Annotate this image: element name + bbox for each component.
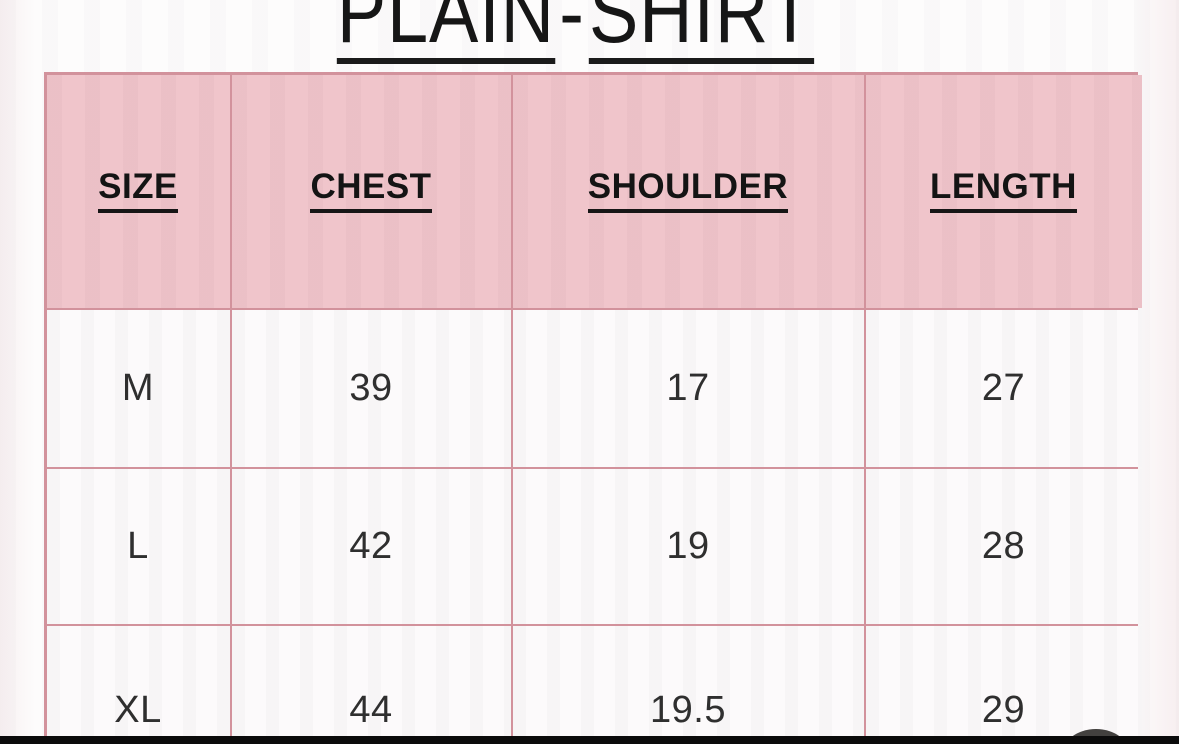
cell-value: 39 <box>349 366 393 409</box>
cell-value: 19.5 <box>650 689 726 731</box>
table-row-l-length: 28 <box>865 468 1142 624</box>
table-row-l-size: L <box>46 468 230 624</box>
title-hyphen: - <box>559 0 585 61</box>
page-title-text: PLAIN-SHIRT <box>336 0 815 64</box>
cell-value: XL <box>114 689 162 731</box>
header-cell-size: SIZE <box>46 74 230 308</box>
cell-value: 17 <box>666 366 710 409</box>
table-row-xl-chest: 44 <box>231 625 511 744</box>
header-cell-chest: CHEST <box>231 74 511 308</box>
cell-value: 44 <box>349 689 393 731</box>
cell-value: 27 <box>981 366 1026 409</box>
table-row-m-length: 27 <box>865 309 1142 467</box>
table-row-xl-length: 29 <box>865 625 1142 744</box>
table-row-xl-shoulder: 19.5 <box>512 625 864 744</box>
cell-value: L <box>127 524 149 567</box>
cell-value: 19 <box>666 524 710 567</box>
table-row-m-chest: 39 <box>231 309 511 467</box>
table-row-m-size: M <box>46 309 230 467</box>
table-row-l-shoulder: 19 <box>512 468 864 624</box>
title-word-shirt: SHIRT <box>589 0 815 64</box>
header-label-shoulder: SHOULDER <box>587 168 789 214</box>
cell-value: 42 <box>349 524 393 567</box>
cell-value: 28 <box>981 524 1026 567</box>
page-title: PLAIN-SHIRT <box>0 0 1165 64</box>
size-chart-table: SIZE CHEST SHOULDER LENGTH M 39 17 27 L … <box>44 72 1142 744</box>
bottom-black-bar <box>0 736 1179 744</box>
header-label-length: LENGTH <box>930 168 1077 214</box>
cell-value: M <box>121 366 155 409</box>
header-cell-length: LENGTH <box>865 74 1142 308</box>
table-row-xl-size: XL <box>46 625 230 744</box>
table-row-m-shoulder: 17 <box>512 309 864 467</box>
title-word-plain: PLAIN <box>336 0 556 64</box>
header-cell-shoulder: SHOULDER <box>512 74 864 308</box>
header-label-chest: CHEST <box>310 168 432 214</box>
cell-value: 29 <box>981 689 1026 731</box>
table-row-l-chest: 42 <box>231 468 511 624</box>
header-label-size: SIZE <box>98 168 178 214</box>
